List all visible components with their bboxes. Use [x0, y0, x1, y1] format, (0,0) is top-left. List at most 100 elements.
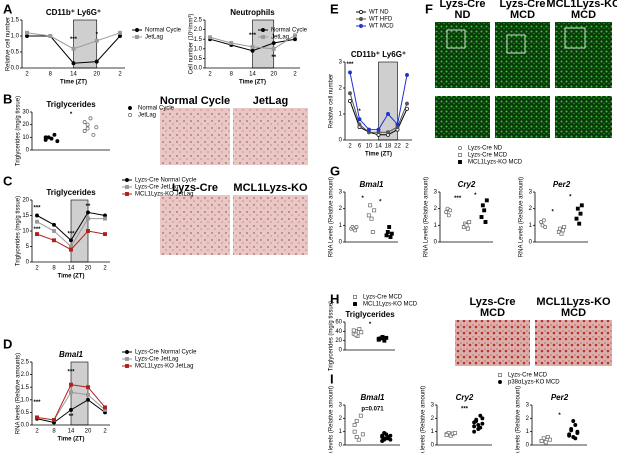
data-point	[208, 35, 212, 40]
data-point	[354, 435, 359, 439]
legend-swatch	[261, 28, 265, 32]
data-point	[250, 48, 255, 53]
data-point	[483, 220, 488, 224]
annotation: ***	[67, 232, 75, 238]
data-point	[94, 59, 99, 64]
data-point	[541, 436, 546, 441]
y-axis-label: RNA Levels (Relative amount)	[519, 177, 525, 257]
data-point	[359, 330, 364, 335]
data-point	[385, 230, 390, 234]
image-caption: MCL1Lyzs-KO	[233, 182, 308, 194]
annotation: ***	[67, 370, 75, 376]
y-tick-label: 1.0	[194, 46, 203, 52]
data-point	[444, 210, 449, 214]
x-tick-label: 2	[293, 72, 297, 78]
chart-title: Bmal1	[360, 393, 385, 402]
y-tick-label: 0	[26, 148, 30, 154]
x-tick-label: 2	[208, 72, 212, 78]
y-tick-label: 30	[22, 110, 29, 116]
legend-label: Normal Cycle	[145, 28, 182, 34]
y-tick-label: 0.0	[11, 66, 20, 72]
image-caption: Lyzs-Cre	[172, 182, 218, 194]
y-axis-label: Cell number (10⁶/mm³)	[188, 14, 195, 75]
data-point	[71, 46, 76, 51]
zoom-box	[564, 27, 586, 49]
data-point	[86, 229, 90, 233]
y-tick-label: 0	[26, 260, 30, 266]
micrograph	[160, 108, 230, 165]
data-point	[352, 429, 357, 434]
y-tick-label: 2	[339, 206, 343, 212]
x-tick-label: 20	[85, 429, 92, 435]
data-point	[446, 431, 451, 435]
y-tick-label: 20	[335, 338, 342, 344]
chart-title: Bmal1	[59, 350, 84, 359]
annotation: p=0.071	[361, 407, 384, 413]
data-point	[386, 435, 391, 439]
image-caption: MCD	[561, 307, 586, 319]
data-point	[35, 219, 39, 224]
legend-label: MCL1Lyzs-KO MCD	[468, 160, 523, 166]
data-point	[562, 225, 567, 229]
data-point	[405, 73, 409, 77]
micrograph	[495, 22, 550, 88]
data-point	[389, 231, 394, 236]
data-point	[547, 437, 552, 442]
data-point	[86, 210, 90, 215]
data-point	[35, 213, 39, 218]
data-point	[357, 327, 362, 331]
data-point	[474, 417, 479, 422]
data-point	[405, 101, 409, 106]
y-tick-label: 3	[431, 403, 435, 409]
annotation: *	[96, 32, 99, 38]
y-tick-label: 60	[335, 320, 342, 326]
data-point	[388, 437, 393, 442]
data-point	[482, 208, 487, 213]
annotation: *	[70, 112, 73, 118]
annotation: ***	[346, 62, 354, 68]
data-point	[69, 407, 73, 412]
data-point	[52, 222, 56, 227]
micrograph	[160, 195, 230, 255]
chart-title: Neutrophils	[230, 8, 275, 17]
x-tick-label: 8	[52, 266, 56, 272]
data-point	[387, 225, 392, 229]
legend-swatch	[359, 17, 363, 21]
data-point	[86, 216, 90, 221]
data-point	[543, 225, 548, 229]
y-axis-label: RNA levels (Relative amount)	[516, 386, 522, 453]
data-point	[478, 425, 483, 430]
chart-title: Triglycerides	[345, 310, 395, 319]
data-point	[571, 419, 576, 423]
legend-label: Lyzs-Cre JetLag	[135, 185, 178, 191]
data-point	[293, 37, 297, 42]
data-point	[85, 126, 90, 131]
data-point	[52, 238, 56, 243]
data-point	[86, 397, 90, 402]
image-caption: ND	[455, 9, 471, 21]
legend-swatch	[458, 160, 462, 164]
y-tick-label: 0	[526, 443, 530, 449]
image-caption: MCD	[480, 307, 505, 319]
data-point	[380, 433, 385, 438]
data-point	[480, 421, 485, 426]
data-point	[369, 216, 374, 221]
legend-swatch	[128, 106, 132, 110]
legend-label: JetLag	[138, 113, 156, 119]
micrograph	[555, 96, 612, 138]
y-axis-label: Relative cell number	[329, 74, 335, 128]
data-point	[85, 122, 90, 127]
y-tick-label: 3	[526, 403, 530, 409]
data-point	[448, 433, 453, 438]
legend-label: MCL1Lyzs-KO JetLag	[135, 192, 193, 198]
data-point	[352, 423, 357, 427]
data-point	[448, 208, 453, 213]
y-tick-label: 1.5	[194, 37, 203, 43]
x-tick-label: 20	[93, 72, 100, 78]
data-point	[465, 226, 470, 231]
y-axis-label: RNA levels (Relative amount)	[421, 386, 427, 453]
data-point	[380, 334, 385, 339]
data-point	[69, 238, 73, 243]
image-caption: MCL1Lyzs-KO	[546, 0, 617, 10]
data-point	[539, 220, 544, 224]
